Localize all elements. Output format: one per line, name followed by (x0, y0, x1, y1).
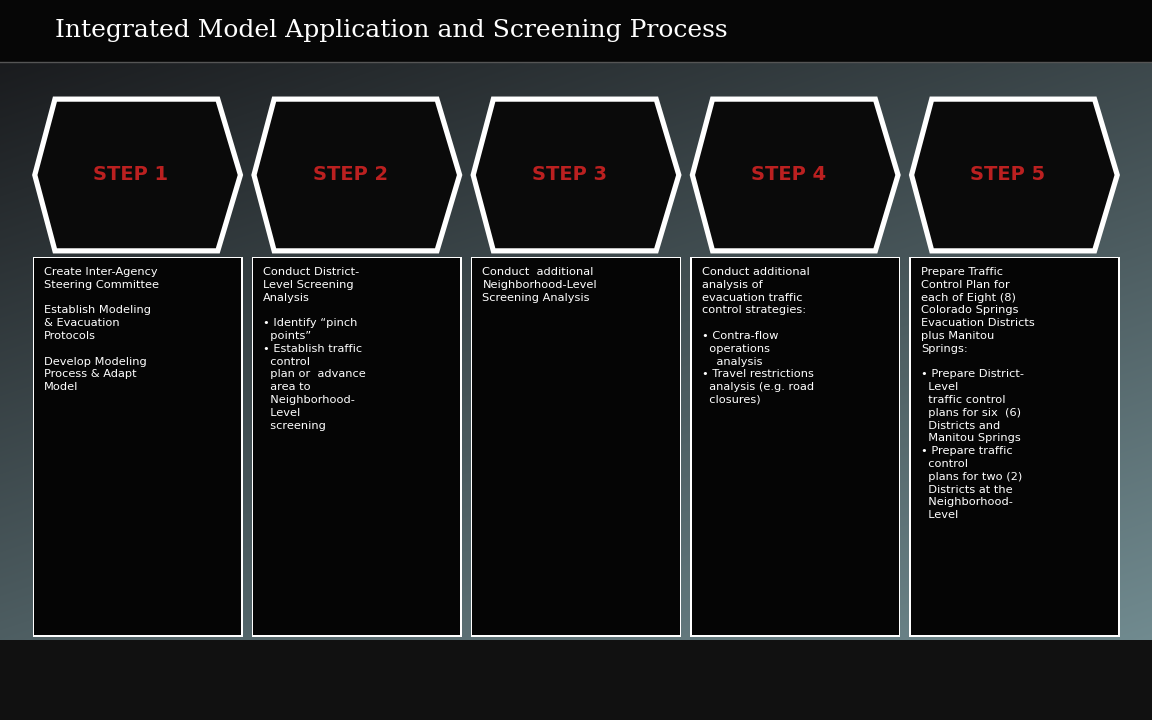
Bar (32, 256, 243, 636)
Polygon shape (912, 100, 1116, 250)
Polygon shape (475, 100, 677, 250)
Text: Conduct additional
analysis of
evacuation traffic
control strategies:

• Contra-: Conduct additional analysis of evacuatio… (702, 267, 813, 405)
Bar (911, 258, 1117, 635)
Text: STEP 2: STEP 2 (312, 166, 387, 184)
Text: Conduct  additional
Neighborhood-Level
Screening Analysis: Conduct additional Neighborhood-Level Sc… (483, 267, 597, 302)
Polygon shape (912, 100, 1116, 250)
Text: STEP 4: STEP 4 (751, 166, 826, 184)
Text: STEP 3: STEP 3 (532, 166, 607, 184)
Bar (35, 258, 241, 635)
Text: Prepare Traffic
Control Plan for
each of Eight (8)
Colorado Springs
Evacuation D: Prepare Traffic Control Plan for each of… (920, 267, 1034, 521)
Polygon shape (255, 100, 458, 250)
Polygon shape (694, 100, 897, 250)
Bar (472, 258, 680, 635)
Bar (471, 256, 681, 636)
Bar (0, 640, 1152, 720)
Text: STEP 5: STEP 5 (970, 166, 1045, 184)
Text: Create Inter-Agency
Steering Committee

Establish Modeling
& Evacuation
Protocol: Create Inter-Agency Steering Committee E… (44, 267, 159, 392)
Bar (0, 0, 1152, 62)
Bar (251, 256, 462, 636)
Bar (253, 258, 461, 635)
Polygon shape (255, 100, 458, 250)
Bar (691, 258, 899, 635)
Polygon shape (694, 100, 897, 250)
Polygon shape (475, 100, 677, 250)
Text: STEP 1: STEP 1 (93, 166, 168, 184)
Polygon shape (36, 100, 240, 250)
Bar (909, 256, 1120, 636)
Polygon shape (36, 100, 240, 250)
Text: Integrated Model Application and Screening Process: Integrated Model Application and Screeni… (55, 19, 728, 42)
Bar (690, 256, 901, 636)
Text: Conduct District-
Level Screening
Analysis

• Identify “pinch
  points”
• Establ: Conduct District- Level Screening Analys… (263, 267, 366, 431)
